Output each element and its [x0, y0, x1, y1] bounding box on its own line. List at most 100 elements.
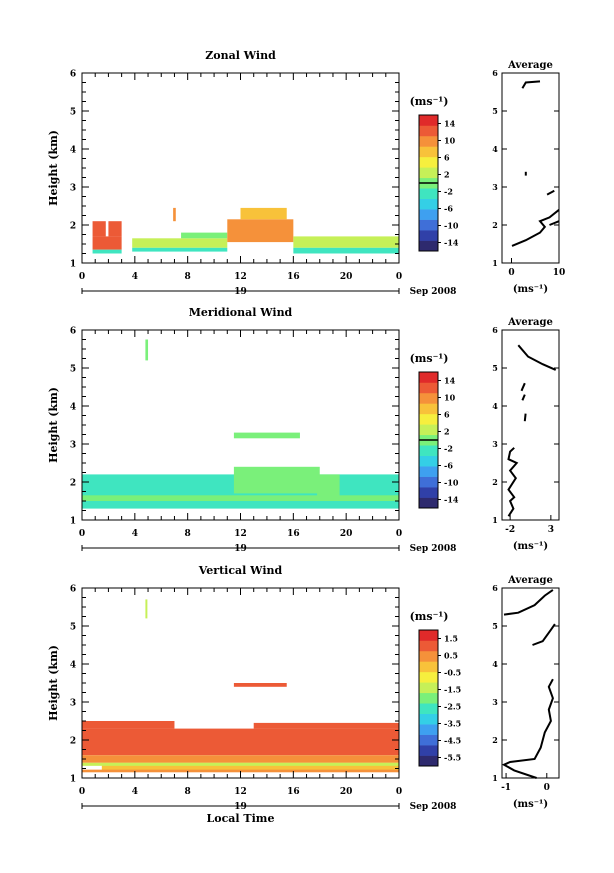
- y-axis-label: Height (km): [47, 387, 60, 463]
- chart-title: Zonal Wind: [205, 49, 276, 62]
- average-title: Average: [507, 60, 553, 71]
- colorbar-tick-label: -14: [444, 238, 459, 248]
- colorbar-swatch: [419, 135, 438, 147]
- colorbar-tick-label: -1.5: [444, 685, 461, 695]
- colorbar-swatch: [419, 392, 438, 404]
- chart-title: Meridional Wind: [189, 306, 293, 319]
- colorbar-swatch: [419, 455, 438, 467]
- data-cell: [233, 466, 320, 494]
- average-title: Average: [507, 317, 553, 328]
- average-y-tick-label: 4: [492, 144, 498, 154]
- x-tick-label: 20: [340, 787, 353, 797]
- colorbar-swatch: [419, 745, 438, 756]
- colorbar-tick-label: 1.5: [444, 634, 458, 644]
- colorbar-swatch: [419, 403, 438, 415]
- average-profile-line: [549, 220, 560, 226]
- average-x-tick-label: -1: [501, 783, 511, 793]
- colorbar-tick-label: -6: [444, 461, 453, 471]
- colorbar-tick-label: -2.5: [444, 702, 461, 712]
- colorbar-swatch: [419, 692, 438, 704]
- colorbar-tick-label: -2: [444, 444, 453, 454]
- average-y-tick-label: 1: [492, 258, 498, 268]
- x-tick-label: 12: [234, 787, 247, 797]
- colorbar-tick-label: -5.5: [444, 753, 461, 763]
- colorbar-unit-label: (ms⁻¹): [410, 95, 449, 108]
- data-cell: [101, 762, 399, 771]
- average-profile-line: [517, 344, 557, 371]
- x-tick-label: 0: [396, 529, 402, 539]
- data-cell: [82, 728, 399, 756]
- colorbar-swatch: [419, 755, 438, 767]
- average-y-tick-label: 3: [492, 439, 498, 449]
- y-tick-label: 6: [70, 70, 76, 80]
- colorbar-tick-label: -2: [444, 187, 453, 197]
- colorbar-swatch: [419, 703, 438, 714]
- data-cell: [82, 755, 399, 763]
- colorbar-swatch: [419, 734, 438, 746]
- average-profile-line: [501, 678, 554, 779]
- y-tick-label: 2: [70, 222, 76, 232]
- x-tick-label: 20: [340, 529, 353, 539]
- colorbar-swatch: [419, 424, 438, 436]
- average-profile-line: [507, 447, 519, 517]
- colorbar-tick-label: 14: [444, 119, 456, 129]
- average-frame: [501, 329, 560, 521]
- colorbar-swatch: [419, 487, 438, 498]
- colorbar-swatch: [419, 209, 438, 220]
- average-y-tick-label: 3: [492, 182, 498, 192]
- y-tick-label: 4: [70, 146, 76, 156]
- average-x-tick-label: 0: [544, 783, 550, 793]
- data-cell: [293, 247, 399, 254]
- y-tick-label: 5: [70, 365, 76, 375]
- average-y-tick-label: 6: [492, 325, 498, 335]
- average-profile-line: [523, 413, 527, 422]
- colorbar-unit-label: (ms⁻¹): [410, 610, 449, 623]
- colorbar-unit-label: (ms⁻¹): [410, 352, 449, 365]
- average-y-tick-label: 5: [492, 106, 498, 116]
- colorbar-tick-label: 14: [444, 376, 456, 386]
- average-profile-line: [546, 189, 555, 196]
- colorbar-swatch: [419, 682, 438, 694]
- x-tick-label: 4: [132, 529, 138, 539]
- data-cell: [92, 221, 106, 237]
- y-tick-label: 2: [70, 737, 76, 747]
- data-cell: [82, 495, 399, 501]
- colorbar-tick-label: 2: [444, 427, 450, 437]
- x-tick-label: 16: [287, 787, 300, 797]
- average-y-tick-label: 5: [492, 621, 498, 631]
- average-profile-line: [521, 394, 526, 401]
- y-tick-label: 6: [70, 327, 76, 337]
- colorbar-swatch: [419, 125, 438, 137]
- x-tick-label: 0: [79, 529, 85, 539]
- colorbar-swatch: [419, 219, 438, 231]
- x-tick-label: 20: [340, 272, 353, 282]
- colorbar-tick-label: 2: [444, 170, 450, 180]
- data-cell: [233, 683, 287, 687]
- average-y-tick-label: 4: [492, 659, 498, 669]
- colorbar-swatch: [419, 230, 438, 241]
- colorbar-swatch: [419, 240, 438, 252]
- data-cell: [253, 722, 399, 729]
- colorbar-swatch: [419, 640, 438, 652]
- y-tick-label: 5: [70, 108, 76, 118]
- colorbar-swatch: [419, 724, 438, 735]
- colorbar-swatch: [419, 167, 438, 179]
- date-day-label: 19: [234, 287, 247, 297]
- y-tick-label: 1: [70, 775, 76, 785]
- data-cell: [173, 207, 176, 222]
- colorbar-swatch: [419, 497, 438, 509]
- average-y-tick-label: 5: [492, 363, 498, 373]
- x-tick-label: 8: [185, 272, 191, 282]
- chart-title: Vertical Wind: [198, 564, 283, 577]
- x-tick-label: 8: [185, 787, 191, 797]
- x-tick-label: 16: [287, 272, 300, 282]
- colorbar-swatch: [419, 382, 438, 394]
- colorbar-tick-label: -6: [444, 204, 453, 214]
- average-profile-line: [503, 589, 554, 616]
- data-cell: [82, 769, 399, 773]
- data-cell: [92, 236, 122, 250]
- y-tick-label: 5: [70, 623, 76, 633]
- average-profile-line: [532, 623, 556, 646]
- x-tick-label: 4: [132, 272, 138, 282]
